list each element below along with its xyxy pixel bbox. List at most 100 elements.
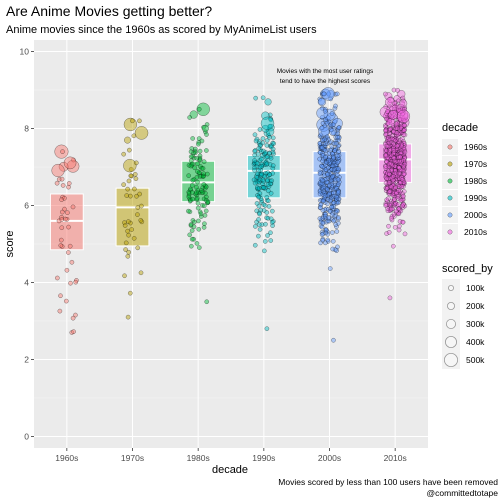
x-axis-ticks: 1960s 1970s 1980s 1990s 2000s 2010s: [55, 448, 407, 463]
y-tick-label: 8: [24, 124, 29, 134]
data-point: [394, 143, 400, 149]
x-tick-label: 1960s: [55, 453, 78, 463]
data-point: [399, 177, 405, 182]
data-point: [252, 242, 258, 248]
data-point: [336, 215, 341, 220]
data-point: [391, 243, 396, 249]
data-point: [319, 115, 325, 120]
data-point: [253, 138, 259, 144]
data-points: [51, 87, 411, 343]
data-point: [256, 217, 261, 222]
data-point: [257, 143, 263, 149]
data-point: [268, 230, 273, 236]
data-point: [267, 151, 272, 156]
data-point: [323, 117, 328, 122]
data-point: [204, 299, 210, 305]
data-point: [192, 146, 198, 152]
box-1970s: [115, 187, 150, 247]
data-point: [401, 123, 407, 128]
data-point: [270, 163, 276, 168]
data-point: [259, 222, 265, 227]
y-tick-label: 2: [24, 354, 29, 364]
data-point: [133, 176, 139, 181]
data-point: [384, 92, 393, 101]
data-point: [330, 239, 336, 244]
data-point: [253, 95, 258, 101]
data-point: [59, 237, 64, 243]
data-point: [399, 99, 408, 108]
data-point: [325, 165, 331, 171]
data-point: [321, 91, 327, 97]
data-point: [126, 232, 131, 238]
data-point: [320, 220, 326, 226]
data-point: [122, 273, 127, 279]
data-point: [320, 88, 331, 99]
data-point: [320, 158, 325, 164]
data-point: [123, 247, 128, 252]
data-point: [256, 146, 262, 151]
data-point: [58, 243, 64, 248]
data-point: [256, 222, 262, 227]
data-point: [321, 87, 335, 101]
data-point: [189, 190, 195, 195]
data-point: [397, 154, 403, 160]
data-point: [197, 155, 203, 161]
data-point: [386, 171, 392, 177]
data-point: [261, 111, 270, 120]
data-point: [388, 184, 394, 190]
data-point: [203, 184, 209, 190]
data-point: [194, 195, 200, 201]
data-point: [385, 109, 390, 114]
grid-lines: [34, 40, 428, 448]
data-point: [335, 134, 340, 140]
data-point: [205, 171, 210, 177]
data-point: [325, 207, 331, 212]
data-point: [190, 177, 196, 183]
legend-label-2010s: 2010s: [464, 227, 487, 237]
data-point: [317, 141, 323, 146]
data-point: [188, 149, 194, 155]
data-point: [336, 166, 341, 172]
data-point: [135, 245, 141, 251]
data-point: [385, 206, 390, 211]
data-point: [126, 249, 132, 255]
legend-size-bg: [442, 279, 460, 297]
legend-size-key-100k: [447, 284, 454, 291]
data-point: [259, 171, 265, 177]
legend-size-label-100k: 100k: [466, 283, 485, 293]
data-point: [189, 243, 194, 249]
data-point: [252, 152, 258, 158]
data-point: [188, 154, 194, 160]
data-point: [138, 218, 144, 223]
data-point: [393, 114, 398, 120]
data-point: [134, 126, 149, 140]
data-point: [73, 279, 79, 285]
data-point: [318, 205, 323, 210]
data-point: [188, 222, 194, 227]
data-point: [257, 185, 262, 191]
data-point: [260, 136, 266, 141]
data-point: [318, 98, 325, 105]
data-point: [254, 175, 260, 180]
data-point: [391, 141, 396, 147]
data-point: [199, 188, 204, 193]
data-point: [57, 308, 63, 314]
data-point: [319, 145, 325, 150]
data-point: [334, 186, 339, 191]
data-point: [205, 199, 211, 205]
data-point: [62, 195, 67, 201]
data-point: [190, 136, 195, 141]
data-point: [394, 190, 399, 196]
data-point: [326, 215, 332, 220]
data-point: [124, 136, 131, 144]
data-point: [189, 228, 195, 233]
data-point: [201, 124, 209, 132]
data-point: [398, 125, 404, 131]
data-point: [186, 173, 191, 178]
data-point: [336, 188, 341, 194]
data-point: [128, 166, 134, 172]
data-point: [384, 197, 389, 203]
data-point: [327, 198, 333, 204]
data-point: [331, 218, 336, 224]
